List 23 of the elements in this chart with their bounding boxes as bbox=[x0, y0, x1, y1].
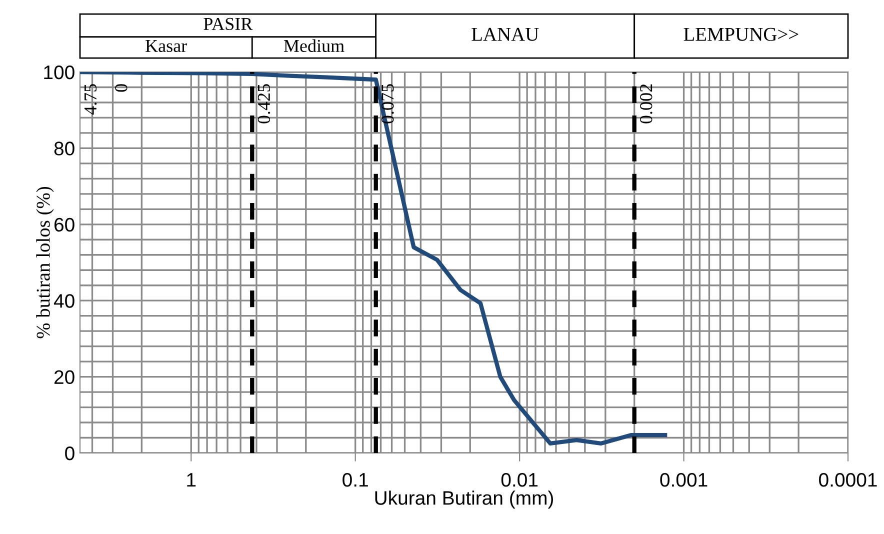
ref-line-label: 0.002 bbox=[640, 84, 652, 124]
ref-line-label: 0.075 bbox=[382, 84, 394, 124]
text: PASIR bbox=[204, 18, 253, 30]
y-tick-label: 20 bbox=[54, 370, 74, 384]
x-tick-label: 0.01 bbox=[501, 472, 538, 487]
ref-line-label: 0.425 bbox=[258, 84, 270, 124]
annotation: 0 bbox=[115, 84, 128, 92]
text: Kasar bbox=[146, 40, 187, 52]
y-tick-label: 60 bbox=[54, 218, 74, 232]
x-tick-label: 0.001 bbox=[660, 472, 708, 487]
x-axis-title: Ukuran Butiran (mm) bbox=[375, 490, 554, 509]
y-axis-title: % butiran lolos (%) bbox=[36, 186, 54, 338]
text: LANAU bbox=[472, 28, 539, 41]
annotation: 4.75 bbox=[84, 84, 97, 115]
x-tick-label: 0.0001 bbox=[819, 472, 877, 487]
y-tick-label: 0 bbox=[65, 446, 74, 460]
y-tick-label: 40 bbox=[54, 294, 74, 308]
x-tick-label: 0.1 bbox=[342, 472, 368, 487]
x-tick-label: 1 bbox=[187, 473, 196, 487]
y-tick-label: 100 bbox=[44, 65, 74, 80]
y-tick-label: 80 bbox=[54, 142, 74, 156]
text: Medium bbox=[284, 39, 344, 52]
text: LEMPUNG>> bbox=[684, 28, 798, 41]
